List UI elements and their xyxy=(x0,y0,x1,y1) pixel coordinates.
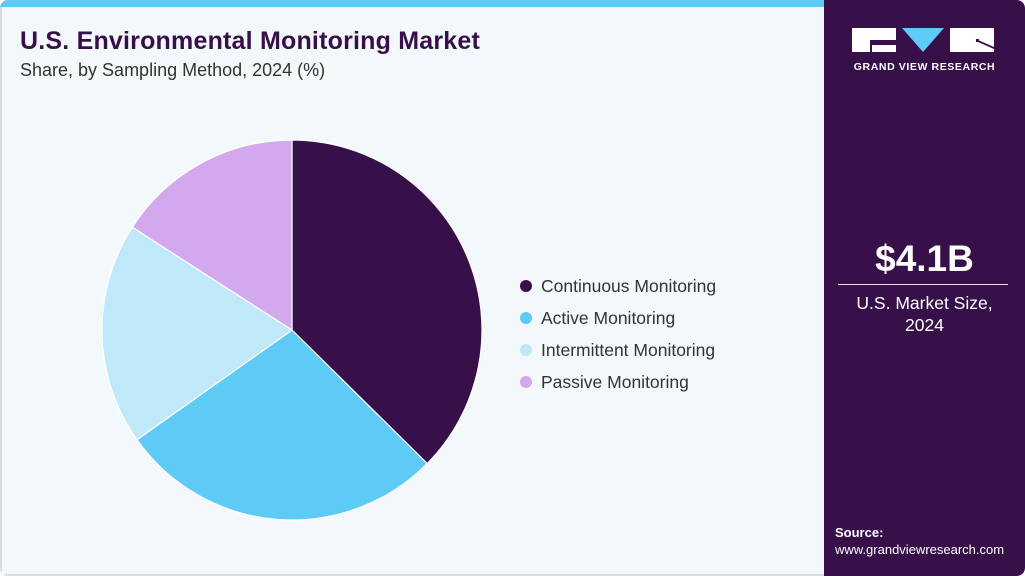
legend-item-active: Active Monitoring xyxy=(520,302,716,334)
pie-slice-intermittent-monitoring xyxy=(101,226,294,441)
pie-slice-continuous-monitoring xyxy=(291,139,483,465)
legend-swatch-icon xyxy=(520,312,532,324)
legend-item-intermittent: Intermittent Monitoring xyxy=(520,334,716,366)
accent-bar xyxy=(0,0,824,7)
pie-slice-active-monitoring xyxy=(136,329,429,521)
divider xyxy=(838,284,1008,285)
market-size-label: U.S. Market Size, 2024 xyxy=(824,292,1025,336)
grand-view-research-logo-icon xyxy=(852,28,994,52)
legend-label: Active Monitoring xyxy=(541,307,676,328)
legend-label: Intermittent Monitoring xyxy=(541,339,716,360)
brand-name: GRAND VIEW RESEARCH xyxy=(853,61,996,73)
chart-legend: Continuous Monitoring Active Monitoring … xyxy=(520,270,716,398)
market-size-label-line2: 2024 xyxy=(905,315,944,335)
legend-swatch-icon xyxy=(520,344,532,356)
legend-swatch-icon xyxy=(520,280,532,292)
sidebar: GRAND VIEW RESEARCH $4.1B U.S. Market Si… xyxy=(824,0,1025,576)
legend-item-continuous: Continuous Monitoring xyxy=(520,270,716,302)
source-link[interactable]: www.grandviewresearch.com xyxy=(835,542,1005,557)
pie-slice-passive-monitoring xyxy=(131,139,293,332)
chart-title: U.S. Environmental Monitoring Market xyxy=(20,27,481,55)
legend-label: Passive Monitoring xyxy=(541,371,689,392)
market-size-value: $4.1B xyxy=(875,238,974,279)
market-size-label-line1: U.S. Market Size, xyxy=(856,293,993,313)
pie-chart xyxy=(101,139,483,521)
chart-subtitle: Share, by Sampling Method, 2024 (%) xyxy=(20,60,326,80)
legend-swatch-icon xyxy=(520,376,532,388)
legend-label: Continuous Monitoring xyxy=(541,275,717,296)
source-label: Source: xyxy=(835,525,884,540)
legend-item-passive: Passive Monitoring xyxy=(520,366,716,398)
